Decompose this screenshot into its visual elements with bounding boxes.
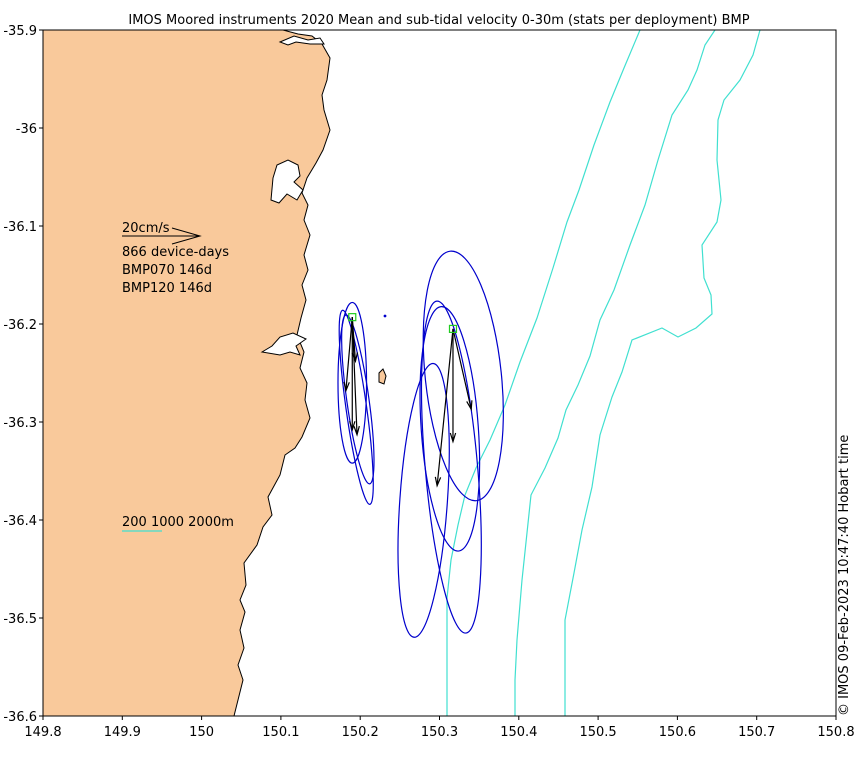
variance-ellipse bbox=[397, 362, 450, 638]
scale-label: 20cm/s bbox=[122, 221, 170, 236]
variance-ellipse bbox=[422, 250, 504, 502]
credit-text: © IMOS 09-Feb-2023 10:47:40 Hobart time bbox=[837, 435, 852, 716]
estuary-mid bbox=[270, 159, 304, 204]
variance-ellipse bbox=[341, 314, 375, 485]
variance-ellipse bbox=[338, 309, 374, 505]
y-tick-label: -36.4 bbox=[3, 514, 37, 529]
land-mass bbox=[43, 30, 331, 716]
island-dot bbox=[383, 314, 387, 318]
x-tick-label: 150.3 bbox=[421, 725, 458, 740]
x-tick-label: 149.8 bbox=[24, 725, 61, 740]
x-tick-label: 150.2 bbox=[342, 725, 379, 740]
y-tick-label: -36 bbox=[16, 122, 37, 137]
variance-ellipse bbox=[419, 306, 481, 552]
mean-velocity-vectors bbox=[343, 317, 473, 488]
velocity-vector bbox=[351, 317, 360, 437]
x-tick-label: 150.8 bbox=[817, 725, 854, 740]
y-axis: -35.9 -36 -36.1 -36.2 -36.3 -36.4 -36.5 -36.6 bbox=[3, 24, 43, 725]
y-tick-label: -36.1 bbox=[3, 220, 37, 235]
x-tick-label: 150.4 bbox=[500, 725, 537, 740]
device-days-label: 866 device-days bbox=[122, 245, 229, 260]
x-axis: 149.8 149.9 150 150.1 150.2 150.3 150.4 150.5 15… bbox=[24, 716, 855, 740]
y-tick-label: -36.5 bbox=[3, 612, 37, 627]
isobath-2000m bbox=[564, 30, 761, 716]
x-tick-label: 150.1 bbox=[262, 725, 299, 740]
mooring-marker bbox=[348, 313, 357, 322]
x-tick-label: 150.5 bbox=[579, 725, 616, 740]
y-tick-label: -36.2 bbox=[3, 318, 37, 333]
variance-ellipse bbox=[420, 300, 482, 634]
mooring-markers bbox=[348, 313, 458, 333]
isobath-legend-label: 200 1000 2000m bbox=[122, 515, 234, 530]
x-tick-label: 150 bbox=[189, 725, 214, 740]
y-tick-label: -35.9 bbox=[3, 24, 37, 39]
isobath-1000m bbox=[514, 30, 716, 716]
y-tick-label: -36.3 bbox=[3, 416, 37, 431]
deployment-label-2: BMP120 146d bbox=[122, 281, 212, 296]
mooring-marker bbox=[448, 324, 458, 333]
estuary-south bbox=[260, 332, 307, 356]
variance-ellipses bbox=[337, 250, 504, 638]
isobath-200m bbox=[446, 30, 641, 716]
velocity-vector bbox=[349, 317, 356, 432]
x-tick-label: 149.9 bbox=[104, 725, 141, 740]
estuary-north bbox=[278, 35, 325, 46]
x-tick-label: 150.7 bbox=[738, 725, 775, 740]
velocity-vector bbox=[343, 317, 353, 393]
deployment-label-1: BMP070 146d bbox=[122, 263, 212, 278]
x-tick-label: 150.6 bbox=[659, 725, 696, 740]
velocity-vector bbox=[434, 328, 454, 488]
island-montague bbox=[378, 368, 387, 385]
y-tick-label: -36.6 bbox=[3, 710, 37, 725]
velocity-vector bbox=[449, 328, 457, 444]
legend: 20cm/s 866 device-days BMP070 146d BMP12… bbox=[122, 221, 234, 532]
scale-arrow-head bbox=[171, 227, 202, 245]
velocity-vector bbox=[452, 328, 473, 412]
chart-title: IMOS Moored instruments 2020 Mean and su… bbox=[128, 13, 749, 28]
